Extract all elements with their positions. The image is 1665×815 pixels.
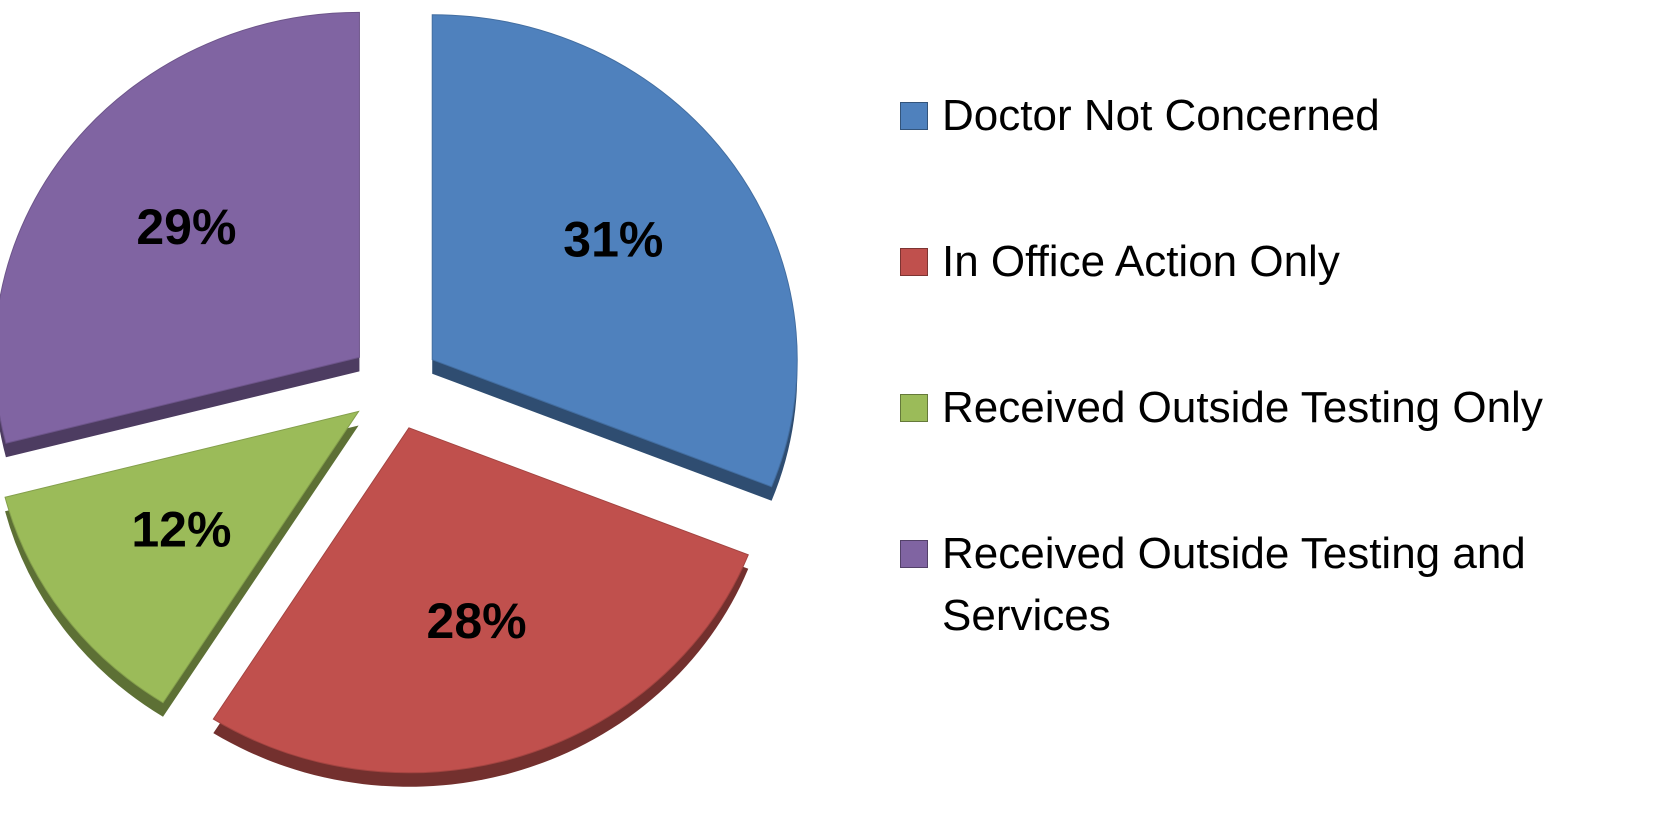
slice [431,14,798,488]
value-label: 31% [563,212,663,268]
value-label: 12% [131,501,231,557]
legend-item: In Office Action Only [900,231,1640,293]
legend-label: In Office Action Only [942,237,1340,286]
legend-swatch [900,540,928,568]
value-label: 28% [427,593,527,649]
legend-label: Doctor Not Concerned [942,91,1380,140]
slice [4,410,360,704]
legend: Doctor Not Concerned In Office Action Onl… [900,85,1640,731]
legend-label: Received Outside Testing Only [942,383,1543,432]
pie-area: 31% 28% 12% 29% [0,11,798,787]
legend-swatch [900,248,928,276]
legend-item: Received Outside Testing Only [900,377,1640,439]
legend-item: Received Outside Testing and Services [900,523,1640,647]
legend-label: Received Outside Testing and Services [942,529,1526,640]
slice [0,11,360,444]
legend-swatch [900,394,928,422]
legend-swatch [900,102,928,130]
legend-item: Doctor Not Concerned [900,85,1640,147]
value-label: 29% [136,199,236,255]
slice [212,427,749,774]
